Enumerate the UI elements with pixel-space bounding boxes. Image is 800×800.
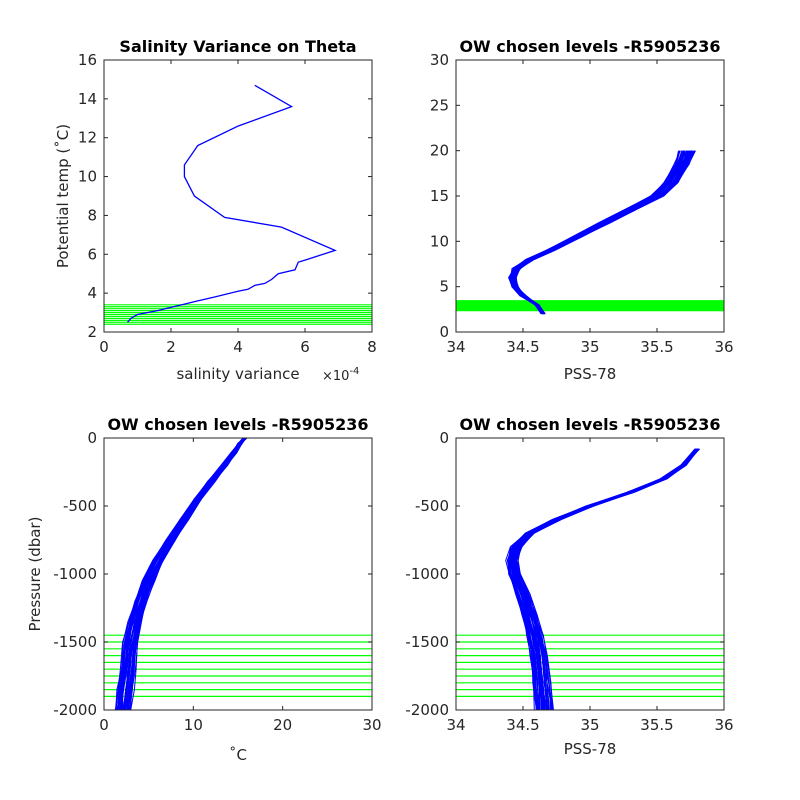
x-multiplier: ×10-4 <box>322 366 359 384</box>
y-tick-label: -500 <box>415 497 449 515</box>
y-ticks: -2000 -1500 -1000 -500 0 <box>405 429 724 719</box>
plot-marks <box>456 448 724 711</box>
x-ticks: 0 10 20 30 <box>99 438 382 734</box>
x-tick-label: 34 <box>446 716 465 734</box>
y-axis-label: Potential temp (˚C) <box>54 124 72 268</box>
y-tick-label: 16 <box>78 51 97 69</box>
x-tick-label: 30 <box>362 716 381 734</box>
x-tick-label: 34.5 <box>506 338 539 356</box>
y-tick-label: -500 <box>63 497 97 515</box>
panel-salinity-pressure: 34 34.5 35 35.5 36 -2000 -1500 -1000 -500 0 OW c… <box>405 415 733 758</box>
y-tick-label: -1500 <box>405 633 449 651</box>
profile-line <box>128 437 246 711</box>
y-tick-label: 15 <box>430 187 449 205</box>
y-tick-label: 0 <box>87 429 97 447</box>
y-tick-label: 6 <box>87 245 97 263</box>
x-axis-label: salinity variance <box>176 365 299 383</box>
profile-line <box>515 448 698 711</box>
x-tick-label: 35.5 <box>640 716 673 734</box>
chart-title: Salinity Variance on Theta <box>119 37 356 56</box>
x-tick-label: 2 <box>166 338 176 356</box>
x-axis-label: ˚C <box>229 746 247 764</box>
y-ticks: 2 4 6 8 10 12 14 16 <box>78 51 372 341</box>
x-tick-label: 34.5 <box>506 716 539 734</box>
y-tick-label: 14 <box>78 90 97 108</box>
series-line <box>127 84 337 323</box>
y-tick-label: 12 <box>78 129 97 147</box>
y-tick-label: 10 <box>430 232 449 250</box>
x-tick-label: 4 <box>233 338 243 356</box>
plot-marks <box>104 84 372 325</box>
x-tick-label: 35.5 <box>640 338 673 356</box>
y-tick-label: 0 <box>439 323 449 341</box>
plot-area <box>103 59 373 333</box>
chart-title: OW chosen levels -R5905236 <box>459 37 720 56</box>
x-ticks: 0 2 4 6 8 <box>99 60 377 356</box>
x-tick-label: 6 <box>300 338 310 356</box>
y-tick-label: 0 <box>439 429 449 447</box>
y-ticks: -2000 -1500 -1000 -500 0 <box>53 429 372 719</box>
y-tick-label: 4 <box>87 284 97 302</box>
profile-line <box>506 448 698 711</box>
y-tick-label: -2000 <box>405 701 449 719</box>
profile-line <box>514 150 692 315</box>
y-axis-label: Pressure (dbar) <box>26 517 44 632</box>
x-tick-label: 20 <box>273 716 292 734</box>
x-multiplier-base: ×10 <box>322 369 349 384</box>
chart-title: OW chosen levels -R5905236 <box>107 415 368 434</box>
x-tick-label: 10 <box>184 716 203 734</box>
y-ticks: 0 5 10 15 20 25 30 <box>430 51 724 341</box>
y-tick-label: 5 <box>439 278 449 296</box>
x-axis-label: PSS-78 <box>564 365 617 383</box>
y-tick-label: -1000 <box>53 565 97 583</box>
y-tick-label: -2000 <box>53 701 97 719</box>
profile-line <box>119 437 244 711</box>
plot-marks <box>104 437 372 711</box>
y-tick-label: 10 <box>78 168 97 186</box>
chart-title: OW chosen levels -R5905236 <box>459 415 720 434</box>
plot-area <box>455 437 725 711</box>
profile-line <box>510 150 686 315</box>
panel-salinity-theta: 34 34.5 35 35.5 36 0 5 10 15 20 25 30 OW chosen le… <box>430 37 734 383</box>
x-tick-label: 8 <box>367 338 377 356</box>
x-axis-label: PSS-78 <box>564 740 617 758</box>
y-tick-label: 30 <box>430 51 449 69</box>
profile-line <box>115 437 245 711</box>
y-tick-label: 8 <box>87 206 97 224</box>
x-ticks: 34 34.5 35 35.5 36 <box>446 438 734 734</box>
plot-area <box>455 59 725 333</box>
y-tick-label: 2 <box>87 323 97 341</box>
panel-temperature-pressure: 0 10 20 30 -2000 -1500 -1000 -500 0 OW chosen l… <box>26 415 382 764</box>
x-tick-label: 36 <box>714 338 733 356</box>
y-tick-label: -1500 <box>53 633 97 651</box>
x-tick-label: 0 <box>99 338 109 356</box>
plot-marks <box>456 150 724 315</box>
profile-line <box>513 150 694 315</box>
x-multiplier-exponent: -4 <box>349 366 359 377</box>
x-tick-label: 36 <box>714 716 733 734</box>
x-tick-label: 34 <box>446 338 465 356</box>
x-ticks: 34 34.5 35 35.5 36 <box>446 60 734 356</box>
x-tick-label: 35 <box>580 338 599 356</box>
y-tick-label: -1000 <box>405 565 449 583</box>
x-tick-label: 0 <box>99 716 109 734</box>
y-tick-label: 25 <box>430 96 449 114</box>
x-tick-label: 35 <box>580 716 599 734</box>
y-tick-label: 20 <box>430 142 449 160</box>
